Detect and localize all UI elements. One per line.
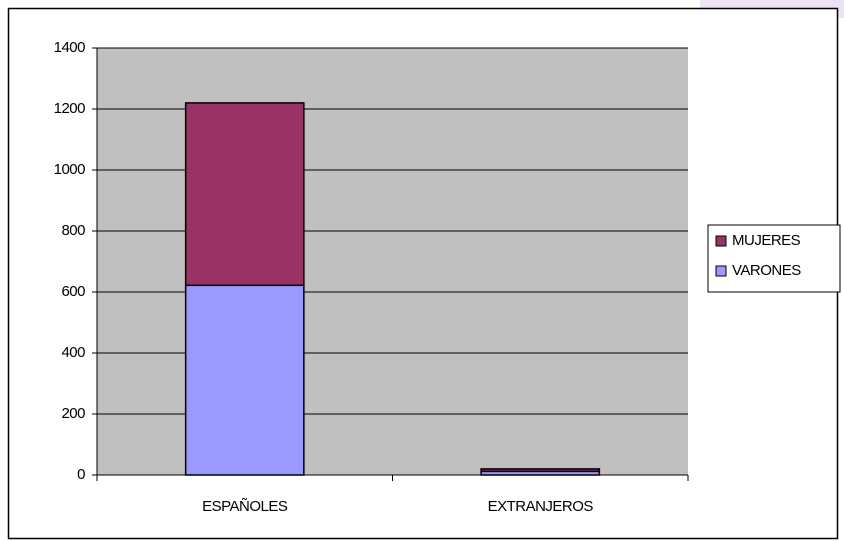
y-tick-label: 1400	[54, 39, 86, 56]
bar-segment	[184, 284, 305, 476]
y-tick-label: 1200	[54, 100, 86, 117]
legend-label: VARONES	[732, 262, 801, 279]
y-tick-label: 800	[61, 222, 85, 239]
bar-segment	[480, 468, 601, 473]
y-tick-label: 600	[61, 283, 85, 300]
y-tick-label: 200	[61, 405, 85, 422]
y-tick-label: 0	[77, 466, 85, 483]
legend-box	[707, 224, 841, 293]
x-tick-label: ESPAÑOLES	[202, 498, 288, 515]
legend-swatch	[715, 265, 727, 277]
legend-swatch	[715, 235, 727, 247]
y-tick-label: 400	[61, 344, 85, 361]
bar-segment	[184, 102, 305, 287]
x-tick-label: EXTRANJEROS	[488, 498, 594, 515]
legend-label: MUJERES	[732, 232, 801, 249]
y-tick-label: 1000	[54, 161, 86, 178]
